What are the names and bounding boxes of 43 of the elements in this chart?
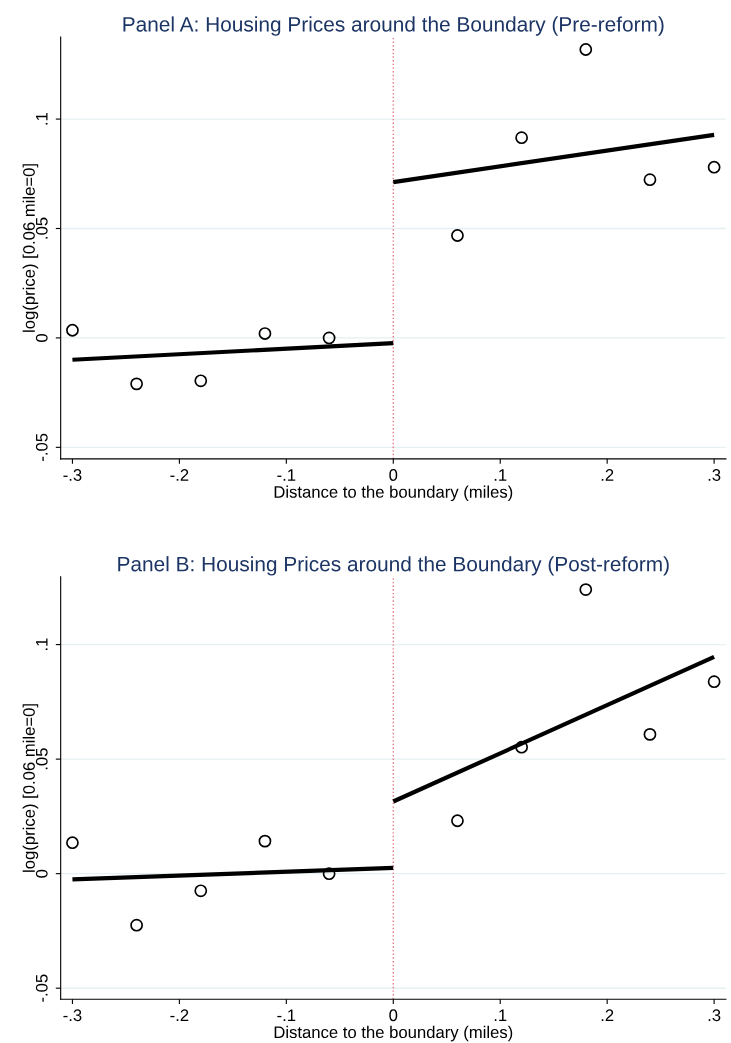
point — [258, 834, 272, 848]
point — [515, 740, 529, 754]
x-tick-label: -.2 — [170, 1009, 189, 1021]
point — [643, 173, 657, 187]
y-tick-label: .1 — [36, 112, 48, 125]
point — [707, 675, 721, 689]
point — [515, 131, 529, 145]
point — [194, 374, 208, 388]
point — [643, 727, 657, 741]
x-tick-label: -.2 — [170, 469, 189, 481]
point — [322, 331, 336, 345]
chart-title: Panel A: Housing Prices around the Boundary (Pre-reform) — [123, 16, 664, 36]
y-tick-label: -.05 — [35, 974, 48, 1002]
x-tick-label: 0 — [389, 1009, 398, 1022]
x-axis-title: Distance to the boundary (miles) — [274, 1025, 513, 1042]
x-tick-label: .2 — [601, 1009, 614, 1021]
point — [451, 814, 464, 828]
point — [66, 323, 79, 337]
y-tick-label: 0 — [35, 333, 48, 342]
point — [130, 918, 143, 932]
point — [130, 377, 143, 391]
x-tick-label: .1 — [494, 1009, 507, 1021]
x-tick-label: 0 — [389, 469, 398, 481]
chart-title: Panel B: Housing Prices around the Boundary (Post-reform) — [118, 556, 669, 576]
point — [579, 43, 593, 56]
x-tick-label: -.3 — [63, 469, 82, 481]
point — [258, 327, 272, 340]
point — [66, 836, 79, 850]
point — [707, 160, 721, 174]
point — [194, 884, 208, 898]
x-tick-label: .3 — [708, 469, 721, 481]
point — [322, 867, 336, 881]
x-tick-label: -.1 — [277, 1009, 296, 1021]
x-tick-label: -.1 — [277, 469, 296, 481]
x-tick-label: .3 — [708, 1009, 721, 1022]
y-tick-label: .1 — [36, 638, 48, 651]
x-tick-label: .1 — [494, 469, 507, 481]
point — [451, 229, 464, 242]
x-axis-title: Distance to the boundary (miles) — [274, 485, 513, 502]
x-tick-label: -.3 — [63, 1009, 82, 1022]
y-tick-label: -.05 — [35, 433, 48, 461]
point — [579, 583, 593, 596]
x-tick-label: .2 — [601, 469, 614, 481]
